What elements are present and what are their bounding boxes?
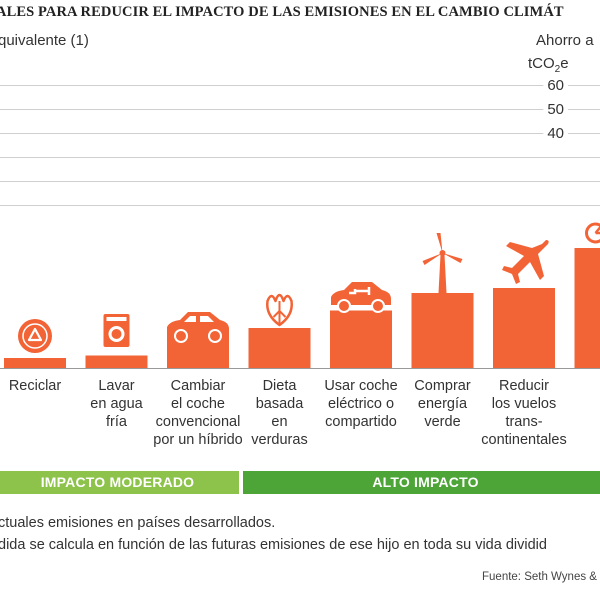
- y-tick-label: 60: [547, 77, 564, 94]
- footnote-2: dida se calcula en función de las futura…: [0, 537, 547, 553]
- hybrid-car-icon: [167, 312, 229, 343]
- y-tick-label: 50: [547, 101, 564, 118]
- bicycle-icon: [585, 222, 600, 244]
- bar-4: [248, 328, 311, 368]
- y-axis-unit: tCO2e: [528, 55, 569, 75]
- category-label-7: Reducir los vuelos trans- continentales: [481, 378, 567, 448]
- category-label-2: Lavar en agua fría: [90, 378, 143, 430]
- band-moderate-impact: IMPACTO MODERADO: [0, 471, 239, 494]
- y-axis-title: Ahorro a: [536, 32, 594, 49]
- washing-machine-icon: [103, 314, 130, 347]
- airplane-icon: [502, 240, 549, 284]
- chart-subtitle: quivalente (1): [0, 32, 89, 49]
- recycle-icon: [18, 319, 52, 353]
- electric-car-icon: [331, 282, 391, 313]
- bar-chart: 40 50 60: [0, 77, 600, 369]
- bar-1: [4, 358, 66, 368]
- footnote-1: ctuales emisiones en países desarrollado…: [0, 515, 276, 531]
- category-label-8: V c: [558, 377, 600, 413]
- bar-8: [574, 248, 600, 368]
- tick-label-bg: [543, 101, 568, 118]
- bar-6: [411, 293, 474, 368]
- tick-label-bg: [543, 125, 568, 142]
- bar-2: [85, 355, 148, 368]
- tick-label-bg: [543, 77, 568, 94]
- bar-7: [493, 288, 555, 368]
- bar-5: [330, 310, 392, 368]
- chart-title: ALES PARA REDUCIR EL IMPACTO DE LAS EMIS…: [0, 4, 564, 20]
- wind-turbine-icon: [422, 233, 463, 293]
- category-label-4: Dieta basada en verduras: [251, 378, 308, 448]
- category-label-3: Cambiar el coche convencional por un híb…: [153, 378, 243, 448]
- category-label-6: Comprar energía verde: [414, 378, 471, 430]
- source-credit: Fuente: Seth Wynes &: [482, 571, 597, 583]
- category-label-1: Reciclar: [8, 378, 62, 394]
- band-high-impact: ALTO IMPACTO: [243, 471, 600, 494]
- y-tick-label: 40: [547, 125, 564, 142]
- category-label-5: Usar coche eléctrico o compartido: [324, 378, 398, 430]
- vegetables-icon: [266, 293, 293, 327]
